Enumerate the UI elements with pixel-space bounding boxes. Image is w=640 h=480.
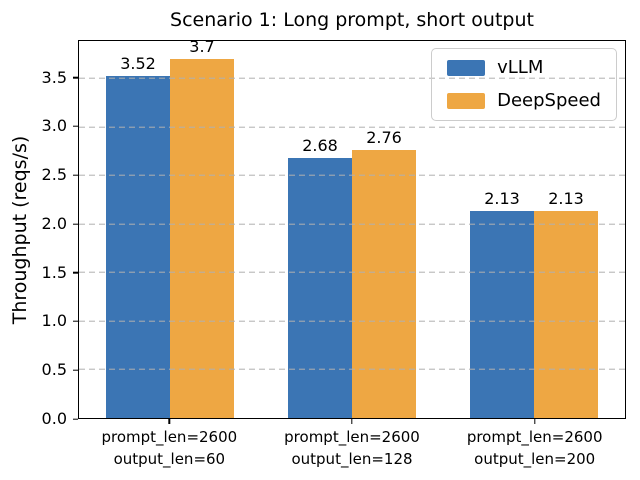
x-tick-line: output_len=60	[113, 450, 226, 468]
y-tick-mark	[73, 174, 78, 176]
bar-value-label: 2.13	[548, 189, 584, 209]
y-tick-mark	[73, 418, 78, 420]
x-tick-line: output_len=128	[291, 450, 413, 468]
bar-vllm-1: 3.52	[106, 54, 170, 418]
y-tick-label: 0.0	[41, 409, 67, 428]
y-tick-mark	[73, 223, 78, 225]
bar-group-1: 3.52 3.7	[79, 37, 261, 418]
legend-label-vllm: vLLM	[497, 57, 544, 78]
x-tick-mark	[533, 419, 536, 424]
y-tick-label: 1.5	[41, 262, 67, 282]
bar-pair: 3.52 3.7	[106, 37, 234, 418]
x-tick-label-3: prompt_len=2600 output_len=200	[443, 426, 626, 470]
bar-value-label: 2.68	[302, 135, 338, 155]
legend-entry-deepspeed: DeepSpeed	[447, 91, 601, 111]
y-tick-mark	[73, 271, 78, 274]
x-tick-mark	[351, 419, 353, 424]
x-tick-label-2: prompt_len=2600 output_len=128	[261, 426, 444, 470]
y-tick-mark	[73, 125, 78, 128]
bar-deepspeed-3: 2.13	[534, 189, 598, 418]
legend-label-deepspeed: DeepSpeed	[497, 90, 601, 111]
y-tick-label: 0.5	[41, 360, 67, 380]
legend-swatch-vllm	[447, 60, 486, 76]
y-tick-label: 3.0	[41, 116, 67, 136]
bar-group-3: 2.13 2.13	[443, 41, 625, 418]
x-tick-line: prompt_len=2600	[101, 428, 238, 446]
legend: vLLM DeepSpeed	[431, 48, 617, 121]
legend-swatch-deepspeed	[447, 93, 486, 109]
y-tick-mark	[73, 369, 78, 371]
chart-title: Scenario 1: Long prompt, short output	[170, 9, 534, 31]
bars-layer: 3.52 3.7 2.68 2.76	[79, 37, 625, 418]
bar-pair: 2.13 2.13	[470, 41, 598, 418]
bar-value-label: 3.52	[120, 54, 156, 74]
bar-deepspeed-1: 3.7	[170, 37, 234, 418]
y-axis: 0.0 0.5 1.0 1.5 2.0 2.5 3.0 3.5	[0, 40, 78, 427]
x-tick-line: prompt_len=2600	[284, 428, 420, 446]
bar-group-2: 2.68 2.76	[261, 41, 443, 418]
bar-vllm-3: 2.13	[470, 189, 534, 418]
y-tick-mark	[73, 320, 78, 323]
y-tick-mark	[73, 76, 78, 79]
y-tick-label: 1.0	[41, 311, 67, 331]
x-axis-ticks	[78, 419, 626, 425]
x-tick-line: output_len=200	[474, 450, 596, 468]
x-axis-labels: prompt_len=2600 output_len=60 prompt_len…	[78, 426, 626, 470]
x-tick-label-1: prompt_len=2600 output_len=60	[78, 426, 261, 470]
bar-value-label: 3.7	[189, 36, 215, 56]
bar-deepspeed-2: 2.76	[352, 128, 416, 418]
bar-value-label: 2.76	[366, 128, 402, 148]
y-tick-label: 2.5	[41, 165, 67, 185]
x-tick-mark	[168, 419, 171, 424]
bar-vllm-2: 2.68	[288, 136, 352, 418]
x-tick-line: prompt_len=2600	[466, 428, 603, 446]
legend-entry-vllm: vLLM	[447, 58, 601, 78]
plot-area: 3.52 3.7 2.68 2.76	[78, 37, 626, 419]
y-tick-label: 3.5	[41, 67, 67, 87]
bar-pair: 2.68 2.76	[288, 41, 416, 418]
bar-value-label: 2.13	[484, 189, 520, 209]
y-tick-label: 2.0	[41, 213, 67, 233]
